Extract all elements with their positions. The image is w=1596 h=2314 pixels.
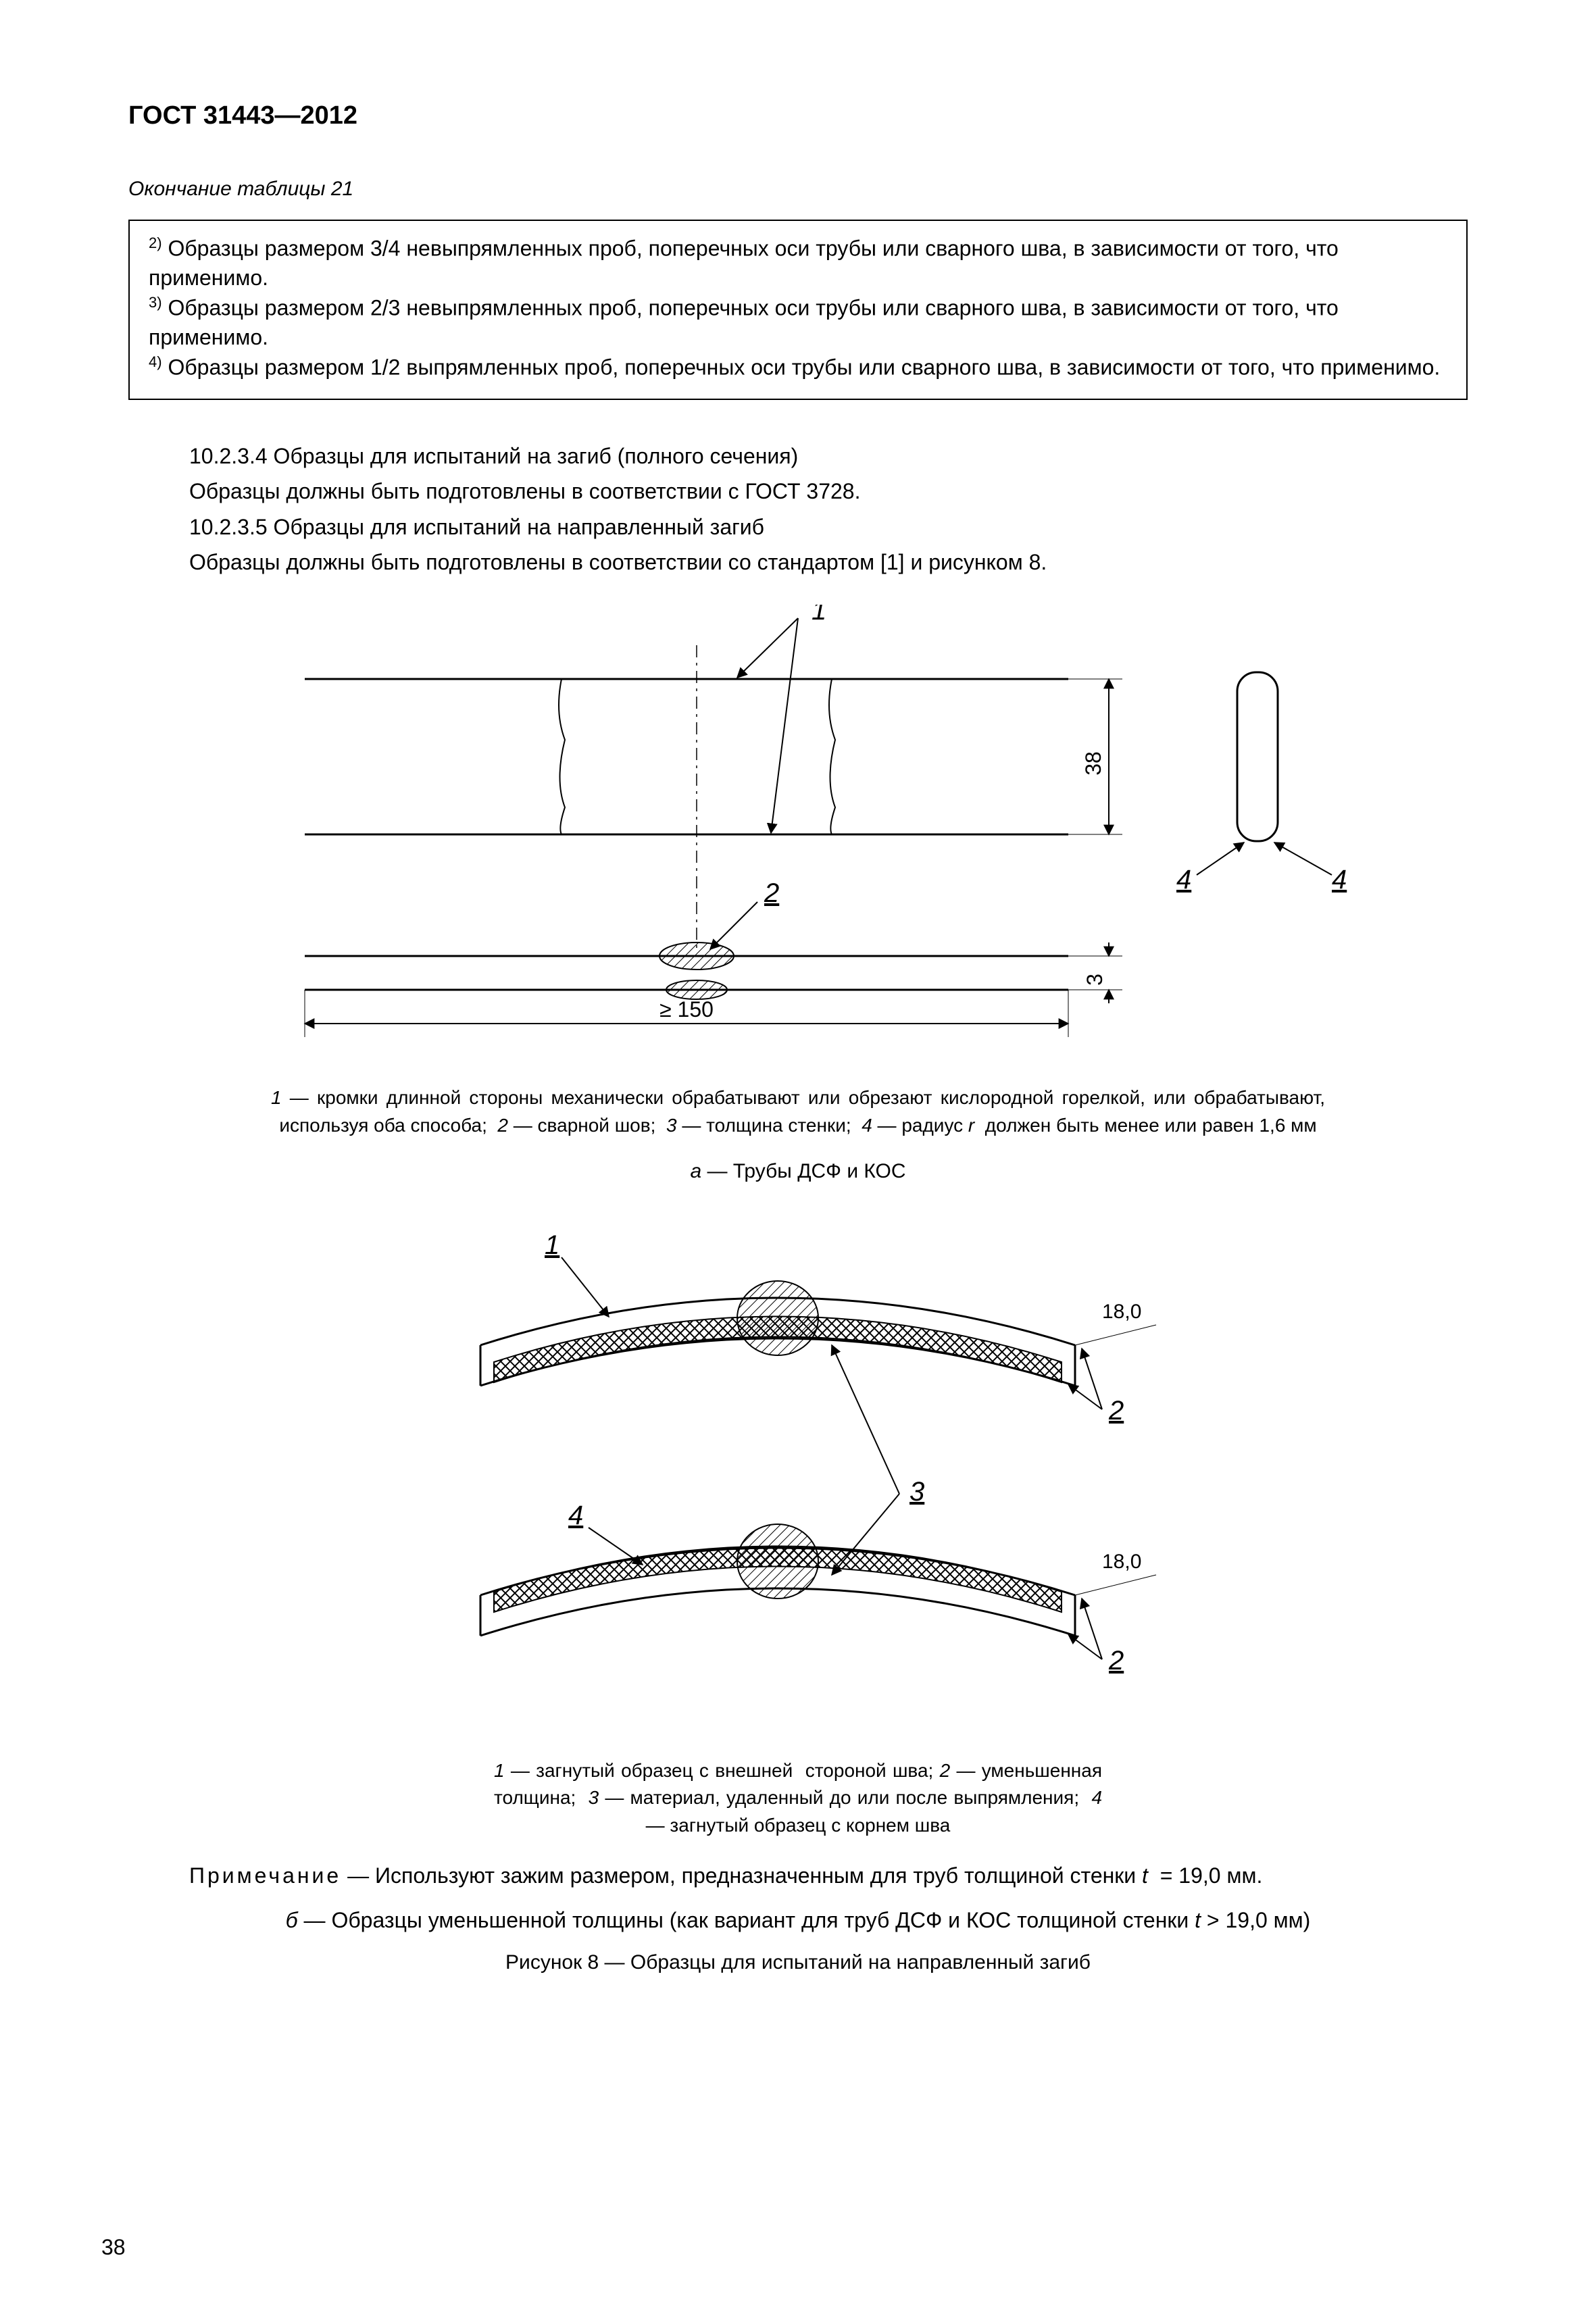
figure-title: Рисунок 8 — Образцы для испытаний на нап…: [128, 1951, 1468, 1974]
fb-c4: 4: [568, 1501, 583, 1530]
table-end-caption: Окончание таблицы 21: [128, 178, 1468, 201]
note-line: Примечание — Используют зажим размером, …: [128, 1859, 1468, 1893]
b-line: б — Образцы уменьшенной толщины (как вар…: [128, 1904, 1468, 1938]
para-4: Образцы должны быть подготовлены в соотв…: [128, 547, 1468, 578]
fa-c4a: 4: [1176, 865, 1191, 895]
para-3: 10.2.3.5 Образцы для испытаний на направ…: [128, 511, 1468, 543]
doc-header: ГОСТ 31443—2012: [128, 101, 1468, 130]
fa-c4b: 4: [1332, 865, 1347, 895]
figure-a-label: а — Трубы ДСФ и КОС: [128, 1160, 1468, 1183]
fb-c1: 1: [545, 1230, 559, 1260]
sup-2: 2): [149, 234, 162, 251]
figure-a: 1 38 4 4 2: [128, 605, 1468, 1064]
figure-a-legend: 1 — кромки длинной стороны механически о…: [271, 1084, 1325, 1139]
figure-b-legend: 1 — загнутый образец с внешней стороной …: [494, 1757, 1102, 1840]
figure-b: 1 18,0 2 3 4 18,0: [128, 1210, 1468, 1737]
fb-d18b: 18,0: [1102, 1551, 1141, 1573]
fa-c2: 2: [764, 878, 779, 908]
fa-dim38: 38: [1081, 752, 1105, 776]
fb-c3: 3: [909, 1477, 924, 1507]
footnote-box: 2) Образцы размером 3/4 невыпрямленных п…: [128, 220, 1468, 400]
footnote-4: Образцы размером 1/2 выпрямленных проб, …: [168, 355, 1440, 380]
footnote-3: Образцы размером 2/3 невыпрямленных проб…: [149, 296, 1339, 349]
sup-3: 3): [149, 294, 162, 311]
sup-4: 4): [149, 353, 162, 370]
footnote-2: Образцы размером 3/4 невыпрямленных проб…: [149, 236, 1339, 290]
fb-c2b: 2: [1108, 1646, 1124, 1676]
fb-d18a: 18,0: [1102, 1301, 1141, 1323]
page: ГОСТ 31443—2012 Окончание таблицы 21 2) …: [0, 0, 1596, 2314]
fb-c2a: 2: [1108, 1396, 1124, 1426]
fa-dim150: ≥ 150: [659, 997, 714, 1022]
para-2: Образцы должны быть подготовлены в соотв…: [128, 476, 1468, 507]
fa-c1: 1: [812, 605, 826, 626]
page-number: 38: [101, 2235, 126, 2260]
figure-a-svg: 1 38 4 4 2: [224, 605, 1372, 1064]
figure-b-svg: 1 18,0 2 3 4 18,0: [359, 1210, 1237, 1737]
fa-c3: 3: [1082, 974, 1107, 986]
para-1: 10.2.3.4 Образцы для испытаний на загиб …: [128, 441, 1468, 472]
